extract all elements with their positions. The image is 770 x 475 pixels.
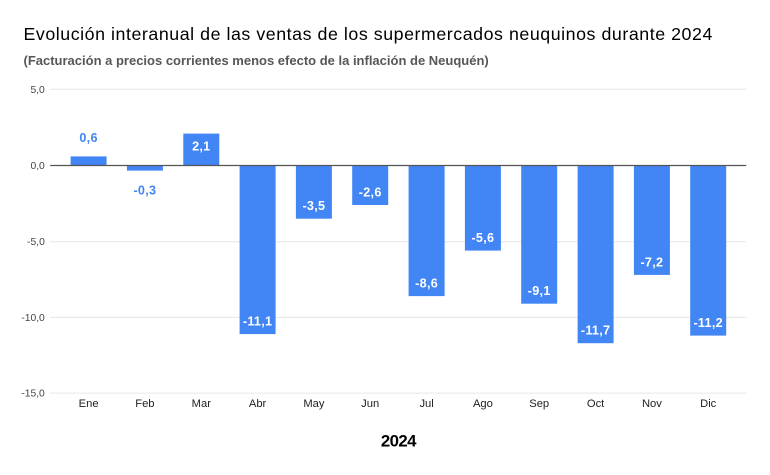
svg-text:Feb: Feb bbox=[135, 398, 154, 410]
svg-text:-11,7: -11,7 bbox=[581, 324, 611, 338]
svg-text:-5,0: -5,0 bbox=[27, 237, 45, 248]
svg-text:Oct: Oct bbox=[587, 398, 605, 410]
svg-text:-9,1: -9,1 bbox=[528, 284, 551, 298]
svg-text:Abr: Abr bbox=[249, 398, 267, 410]
svg-text:2024: 2024 bbox=[381, 432, 417, 451]
svg-text:0,6: 0,6 bbox=[79, 131, 97, 145]
svg-text:-0,3: -0,3 bbox=[133, 184, 156, 198]
svg-text:Mar: Mar bbox=[192, 398, 212, 410]
svg-text:Jun: Jun bbox=[361, 398, 379, 410]
svg-text:-11,2: -11,2 bbox=[693, 316, 723, 330]
svg-text:-15,0: -15,0 bbox=[21, 389, 45, 400]
svg-text:0,0: 0,0 bbox=[30, 161, 45, 172]
svg-text:2,1: 2,1 bbox=[192, 139, 210, 153]
svg-text:Dic: Dic bbox=[700, 398, 717, 410]
svg-text:Ago: Ago bbox=[473, 398, 493, 410]
svg-text:(Facturación a precios corrien: (Facturación a precios corrientes menos … bbox=[24, 53, 489, 68]
svg-text:Nov: Nov bbox=[642, 398, 662, 410]
svg-text:Ene: Ene bbox=[79, 398, 99, 410]
svg-text:-2,6: -2,6 bbox=[359, 186, 382, 200]
svg-text:-10,0: -10,0 bbox=[21, 313, 45, 324]
svg-text:-5,6: -5,6 bbox=[471, 231, 494, 245]
svg-text:-8,6: -8,6 bbox=[415, 277, 438, 291]
svg-text:Sep: Sep bbox=[529, 398, 549, 410]
svg-text:-11,1: -11,1 bbox=[243, 315, 273, 329]
svg-text:May: May bbox=[303, 398, 325, 410]
svg-text:Jul: Jul bbox=[419, 398, 433, 410]
svg-text:5,0: 5,0 bbox=[30, 85, 45, 96]
svg-text:-7,2: -7,2 bbox=[640, 255, 663, 269]
svg-text:-3,5: -3,5 bbox=[302, 199, 325, 213]
svg-text:Evolución interanual de las ve: Evolución interanual de las ventas de lo… bbox=[24, 24, 713, 44]
